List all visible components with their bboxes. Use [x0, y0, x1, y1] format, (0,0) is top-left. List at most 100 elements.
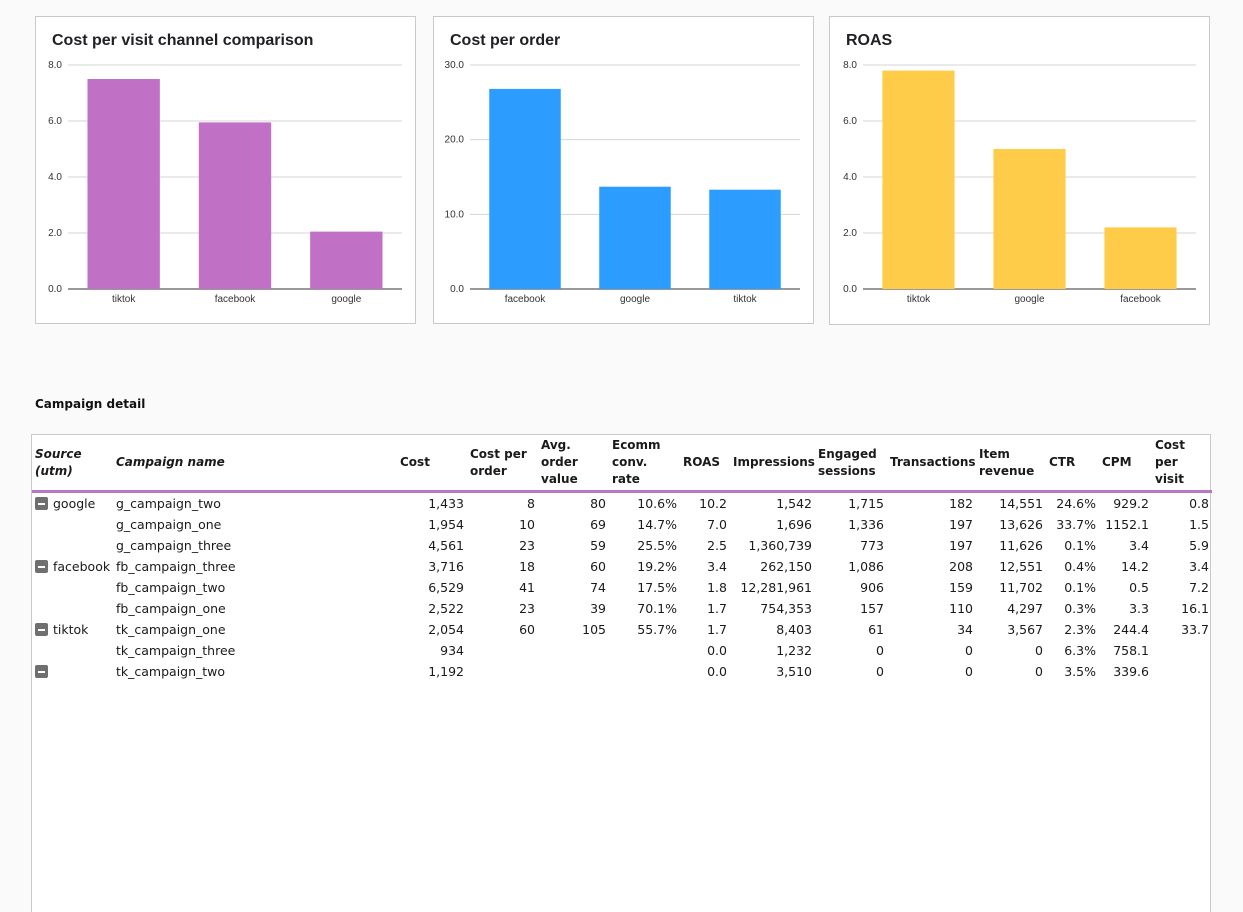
header-campaign-name[interactable]: Campaign name [113, 435, 397, 493]
header-cost-per-visit[interactable]: Cost per visit [1152, 435, 1212, 493]
cell-source: facebook [32, 556, 113, 577]
cell-campaign: tk_campaign_one [116, 622, 226, 637]
header-roas[interactable]: ROAS [680, 435, 730, 493]
cell-roas: 1.7 [707, 622, 727, 637]
cell-roas: 0.0 [707, 664, 727, 679]
cell-aov: 39 [590, 601, 606, 616]
chart-cost-per-order: Cost per order 0.0 10.0 20.0 30.0 facebook goo… [445, 32, 800, 305]
collapse-icon[interactable] [35, 623, 48, 636]
cell-transactions: 0 [965, 643, 973, 658]
cell-source [32, 535, 113, 556]
cell-roas: 7.0 [707, 517, 727, 532]
cell-cost-per-order [467, 661, 538, 682]
collapse-icon[interactable] [35, 497, 48, 510]
collapse-icon[interactable] [35, 560, 48, 573]
cell-cpm: 339.6 [1113, 664, 1149, 679]
cell-transactions: 197 [949, 517, 973, 532]
header-item-revenue[interactable]: Item revenue [976, 435, 1046, 493]
cell-engaged: 1,336 [848, 517, 884, 532]
cell-revenue: 0 [1035, 643, 1043, 658]
cell-impressions: 1,360,739 [748, 538, 812, 553]
cell-campaign: fb_campaign_two [116, 580, 226, 595]
header-avg-order-value[interactable]: Avg. order value [538, 435, 609, 493]
table-body: google g_campaign_two 1,433 8 80 10.6% 10.2 1,5… [32, 492, 1212, 683]
cell-roas: 3.4 [707, 559, 727, 574]
cell-conv-rate: 19.2% [637, 559, 677, 574]
cell-campaign: g_campaign_two [116, 496, 221, 511]
cell-ctr: 6.3% [1064, 643, 1096, 658]
cell-ctr: 33.7% [1056, 517, 1096, 532]
chart-title: ROAS [846, 32, 893, 49]
chart-title: Cost per visit channel comparison [52, 32, 313, 49]
cell-revenue: 11,702 [999, 580, 1043, 595]
cell-impressions: 1,542 [776, 496, 812, 511]
cell-ctr: 0.1% [1064, 580, 1096, 595]
cell-aov: 59 [590, 538, 606, 553]
cell-impressions: 754,353 [760, 601, 812, 616]
chart-card-cost-per-order: Cost per order 0.0 10.0 20.0 30.0 facebook goo… [433, 16, 814, 324]
y-tick-label: 0.0 [843, 284, 857, 295]
cell-cpv: 16.1 [1181, 601, 1209, 616]
cell-engaged: 773 [860, 538, 884, 553]
x-category-label: facebook [215, 294, 257, 305]
y-tick-label: 8.0 [843, 60, 857, 71]
cell-aov: 74 [590, 580, 606, 595]
cell-impressions: 262,150 [760, 559, 812, 574]
cell-roas: 1.8 [707, 580, 727, 595]
header-engaged-sessions[interactable]: Engaged sessions [815, 435, 887, 493]
x-category-label: google [620, 294, 650, 305]
cell-cpv: 7.2 [1189, 580, 1209, 595]
cell-aov [538, 640, 609, 661]
header-ctr[interactable]: CTR [1046, 435, 1099, 493]
collapse-icon[interactable] [35, 665, 48, 678]
cell-source [32, 577, 113, 598]
cell-revenue: 13,626 [999, 517, 1043, 532]
y-tick-label: 2.0 [843, 228, 857, 239]
cell-cost: 2,522 [428, 601, 464, 616]
x-category-label: facebook [1120, 294, 1162, 305]
cell-revenue: 3,567 [1007, 622, 1043, 637]
cell-transactions: 208 [949, 559, 973, 574]
header-transactions[interactable]: Transactions [887, 435, 976, 493]
header-cpm[interactable]: CPM [1099, 435, 1152, 493]
cell-cpv [1152, 640, 1212, 661]
header-source[interactable]: Source (utm) [32, 435, 113, 493]
bar-google [310, 231, 383, 289]
cell-ctr: 24.6% [1056, 496, 1096, 511]
cell-transactions: 159 [949, 580, 973, 595]
header-conv-rate[interactable]: Ecomm conv. rate [609, 435, 680, 493]
cell-cpm: 3.4 [1129, 538, 1149, 553]
cell-impressions: 1,696 [776, 517, 812, 532]
cell-roas: 2.5 [707, 538, 727, 553]
bar-tiktok [709, 189, 781, 289]
cell-campaign: g_campaign_one [116, 517, 222, 532]
bar-facebook [489, 88, 561, 289]
cell-engaged: 1,715 [848, 496, 884, 511]
header-cost[interactable]: Cost [397, 435, 467, 493]
cell-cost-per-order: 23 [519, 538, 535, 553]
table-row: fb_campaign_two 6,529 41 74 17.5% 1.8 12,281,9… [32, 577, 1212, 598]
table-row: google g_campaign_two 1,433 8 80 10.6% 10.2 1,5… [32, 492, 1212, 515]
chart-card-cost-per-visit: Cost per visit channel comparison 0.0 2.0 4… [35, 16, 416, 324]
bar-tiktok [882, 70, 955, 289]
table-row: g_campaign_one 1,954 10 69 14.7% 7.0 1,696 1,33… [32, 514, 1212, 535]
y-tick-label: 4.0 [48, 172, 62, 183]
cell-cpm: 758.1 [1113, 643, 1149, 658]
bar-tiktok [87, 79, 160, 289]
header-impressions[interactable]: Impressions [730, 435, 815, 493]
header-cost-per-order[interactable]: Cost per order [467, 435, 538, 493]
cell-transactions: 0 [965, 664, 973, 679]
cell-ctr: 0.3% [1064, 601, 1096, 616]
cell-roas: 1.7 [707, 601, 727, 616]
cell-cpm: 244.4 [1113, 622, 1149, 637]
y-tick-label: 30.0 [445, 60, 465, 71]
y-tick-label: 0.0 [450, 284, 464, 295]
cell-aov: 69 [590, 517, 606, 532]
y-tick-label: 2.0 [48, 228, 62, 239]
cell-cpv: 1.5 [1189, 517, 1209, 532]
cell-campaign: g_campaign_three [116, 538, 232, 553]
cell-transactions: 182 [949, 496, 973, 511]
x-category-label: facebook [505, 294, 547, 305]
table-row: facebook fb_campaign_three 3,716 18 60 19.2% 3… [32, 556, 1212, 577]
chart-cost-per-visit: Cost per visit channel comparison 0.0 2.0 4… [48, 32, 402, 305]
